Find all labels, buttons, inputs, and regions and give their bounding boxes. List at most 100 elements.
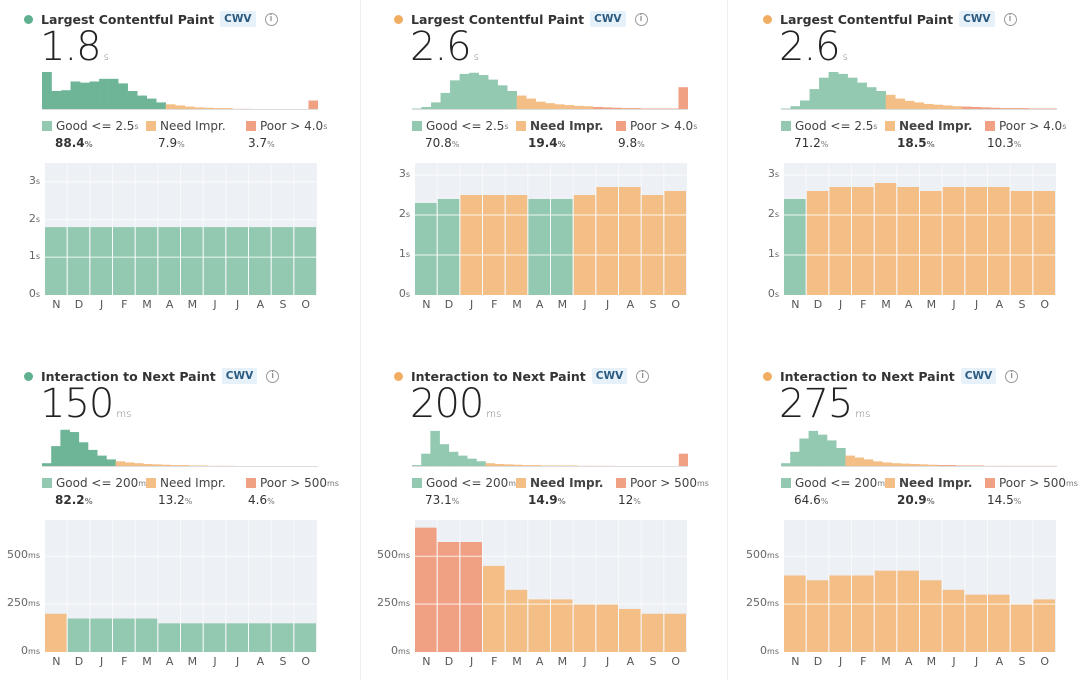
month-bar[interactable] [641,195,664,295]
status-dot-icon [763,14,772,24]
month-bar[interactable] [641,613,664,652]
month-bar[interactable] [113,618,135,652]
month-bar[interactable] [829,575,851,652]
histogram-bin-good [89,81,100,110]
month-bar[interactable] [90,227,112,295]
info-icon[interactable]: i [1005,369,1019,383]
month-bar[interactable] [1033,191,1055,295]
month-bar[interactable] [415,527,437,652]
histogram-bin-needs [535,101,546,110]
month-bar[interactable] [483,195,505,295]
month-bar[interactable] [158,623,180,652]
month-bar[interactable] [806,191,829,295]
month-bar[interactable] [1010,604,1033,652]
month-bar[interactable] [135,618,158,652]
month-bar[interactable] [226,227,248,295]
month-bar[interactable] [203,227,226,295]
x-tick-label: N [52,298,61,311]
x-tick-label: J [606,655,610,668]
month-bar[interactable] [135,227,158,295]
cwv-badge: CWV [959,11,995,27]
histogram-bin-good [42,463,52,467]
month-bar[interactable] [271,227,294,295]
month-bar[interactable] [460,542,482,652]
month-bar[interactable] [829,187,851,295]
x-tick-label: N [791,298,800,311]
month-bar[interactable] [67,227,90,295]
month-bar[interactable] [852,187,874,295]
month-bar[interactable] [437,542,460,652]
month-bar[interactable] [67,618,90,652]
month-bar[interactable] [988,594,1010,652]
month-bar[interactable] [874,183,897,295]
month-bar[interactable] [920,580,942,652]
month-bar[interactable] [988,187,1010,295]
x-tick-label: A [995,298,1004,311]
histogram-bin-needs [863,459,874,467]
month-bar[interactable] [249,623,271,652]
month-bar[interactable] [897,187,919,295]
info-icon[interactable]: i [1003,12,1017,26]
x-tick-label: O [1040,298,1049,311]
month-bar[interactable] [181,623,203,652]
month-bar[interactable] [483,565,505,652]
percent-value: 4.6 [248,493,268,507]
month-bar[interactable] [113,227,135,295]
histogram-bin-poor [678,453,688,467]
month-bar[interactable] [965,594,987,652]
month-bar[interactable] [573,604,596,652]
month-bar[interactable] [45,613,67,652]
info-icon[interactable]: i [264,12,278,26]
month-bar[interactable] [45,227,67,295]
month-bar[interactable] [249,227,271,295]
month-bar[interactable] [203,623,226,652]
y-tick-value: 1 [398,247,406,260]
month-bar[interactable] [505,589,528,652]
month-bar[interactable] [596,604,618,652]
month-bar[interactable] [271,623,294,652]
legend-percent-poor: 4.6% [248,493,275,507]
month-bar[interactable] [920,191,942,295]
month-bar[interactable] [415,203,437,295]
histogram-bin-good [146,98,157,110]
column-divider [727,0,728,680]
month-bar[interactable] [897,570,919,652]
month-bar[interactable] [1033,599,1055,652]
info-icon[interactable]: i [634,12,648,26]
month-bar[interactable] [965,187,987,295]
month-bar[interactable] [619,187,641,295]
month-bar[interactable] [664,191,686,295]
month-bar[interactable] [158,227,180,295]
month-bar[interactable] [551,199,573,295]
month-bar[interactable] [942,589,965,652]
month-bar[interactable] [596,187,618,295]
month-bar[interactable] [505,195,528,295]
month-bar[interactable] [551,599,573,652]
x-tick-label: M [142,655,152,668]
month-bar[interactable] [806,580,829,652]
month-bar[interactable] [437,199,460,295]
info-icon[interactable]: i [636,369,650,383]
month-bar[interactable] [528,599,550,652]
month-bar[interactable] [784,575,806,652]
month-bar[interactable] [226,623,248,652]
month-bar[interactable] [181,227,203,295]
month-bar[interactable] [294,227,316,295]
y-tick-label: 2s [0,212,40,225]
month-bar[interactable] [874,570,897,652]
month-bar[interactable] [1010,191,1033,295]
month-bar[interactable] [784,199,806,295]
month-bar[interactable] [90,618,112,652]
percent-value: 71.2 [794,136,821,150]
month-bar[interactable] [460,195,482,295]
month-bar[interactable] [664,613,686,652]
month-bar[interactable] [573,195,596,295]
histogram-bin-good [819,77,829,110]
month-bar[interactable] [294,623,316,652]
info-icon[interactable]: i [266,369,280,383]
chart-plot [784,163,1056,295]
month-bar[interactable] [619,608,641,652]
month-bar[interactable] [852,575,874,652]
month-bar[interactable] [528,199,550,295]
month-bar[interactable] [942,187,965,295]
